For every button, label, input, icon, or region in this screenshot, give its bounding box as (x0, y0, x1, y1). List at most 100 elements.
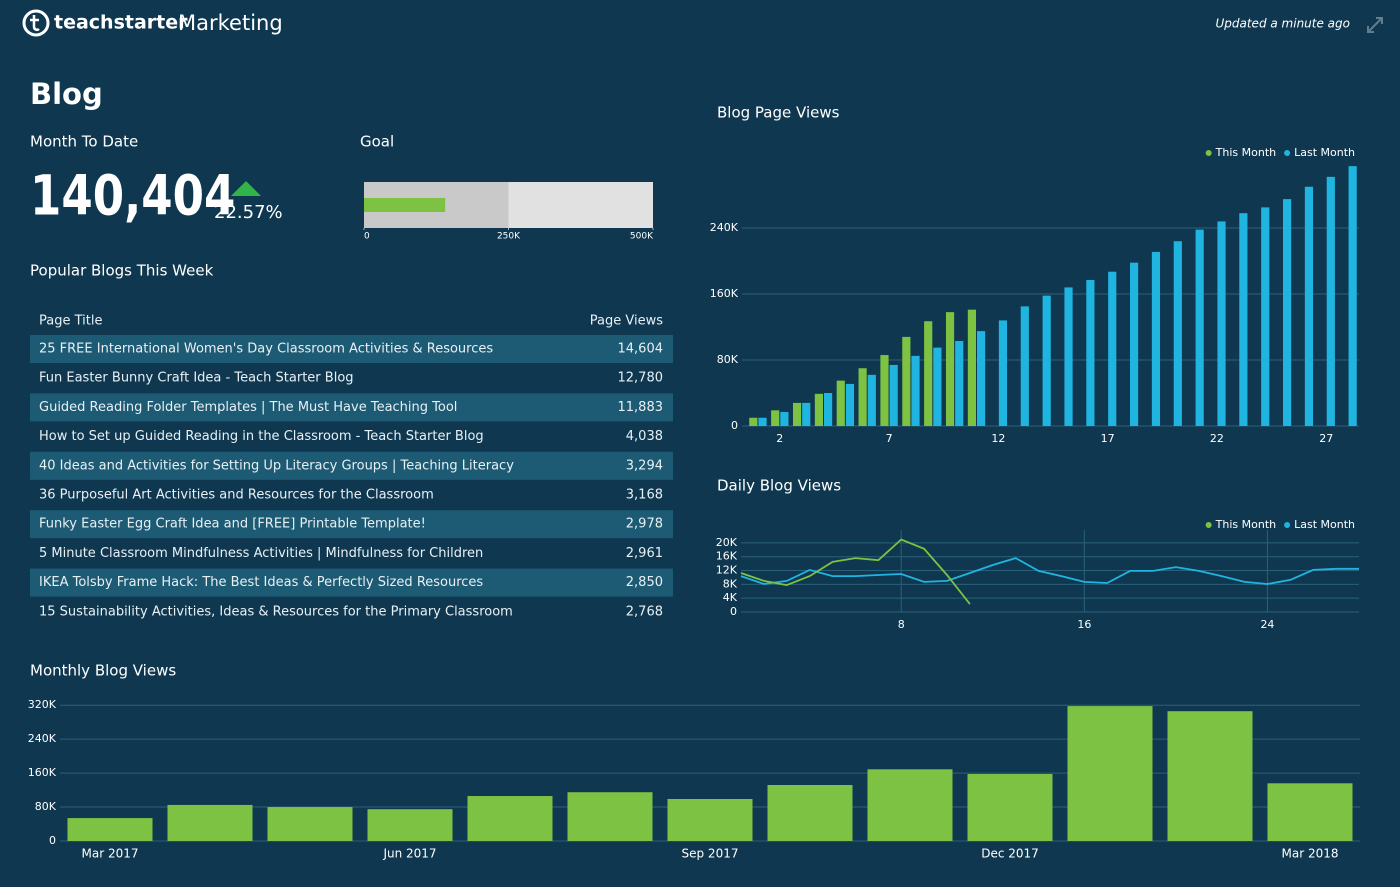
chart-title: Blog Page Views (717, 104, 840, 122)
table-cell: 3,168 (626, 488, 663, 503)
bar (1304, 186, 1314, 426)
y-tick-label: 4K (723, 591, 738, 604)
x-tick-label: Jun 2017 (382, 847, 436, 861)
bar (1108, 271, 1117, 426)
table-cell: 4,038 (626, 429, 663, 444)
table-row-highlight (30, 451, 673, 480)
bar (945, 312, 955, 426)
bar (880, 355, 889, 426)
y-tick-label: 240K (28, 732, 57, 745)
bar (67, 818, 153, 841)
table-cell: Guided Reading Folder Templates | The Mu… (39, 400, 457, 415)
table-cell: 40 Ideas and Activities for Setting Up L… (39, 458, 514, 473)
brand: teachstarter (54, 12, 188, 34)
line-series (740, 538, 971, 605)
bar (1239, 213, 1248, 426)
y-tick-label: 16K (716, 550, 738, 563)
x-tick-label: 7 (886, 432, 893, 445)
table-cell: Fun Easter Bunny Craft Idea - Teach Star… (39, 371, 354, 386)
bar (1067, 706, 1153, 841)
bar (1064, 287, 1073, 426)
table-row-highlight (30, 335, 673, 363)
table-cell: 2,850 (626, 575, 663, 590)
chart-title: Goal (360, 133, 394, 151)
y-tick-label: 320K (28, 698, 57, 711)
x-tick-label: Sep 2017 (682, 847, 739, 861)
expand-button[interactable] (1367, 17, 1383, 33)
bar (1167, 711, 1253, 841)
x-tick-label: 17 (1101, 432, 1115, 445)
blog-title: Blog (30, 77, 103, 111)
goal-bar (364, 198, 446, 212)
bar (814, 393, 823, 426)
bar (967, 773, 1053, 841)
y-tick-label: 240K (710, 221, 739, 234)
legend-label: This Month (1215, 146, 1276, 159)
bar (902, 336, 911, 426)
bar (911, 355, 920, 426)
x-tick-label: 24 (1260, 618, 1274, 631)
bar (1086, 279, 1095, 426)
bar (167, 804, 253, 841)
x-tick-label: 250K (497, 232, 521, 242)
bar (1217, 221, 1226, 426)
table-row-highlight (30, 568, 673, 597)
table-body: 25 FREE International Women's Day Classr… (30, 335, 673, 619)
x-tick-label: 8 (898, 618, 905, 631)
line-series (740, 557, 1359, 585)
x-tick-label: 2 (776, 432, 783, 445)
table-row-highlight (30, 393, 673, 422)
bar (780, 411, 789, 426)
table-cell: 3,294 (626, 458, 663, 473)
bar (977, 331, 986, 426)
legend-marker (1205, 522, 1212, 528)
x-tick-label: 500K (630, 232, 654, 242)
bar (1042, 295, 1051, 426)
kpi-value: 140,404 (30, 163, 235, 228)
legend-marker (1284, 522, 1291, 528)
table-cell: IKEA Tolsby Frame Hack: The Best Ideas &… (39, 575, 483, 590)
legend-marker (1205, 150, 1212, 156)
goal-range (508, 182, 653, 228)
bar (933, 347, 942, 426)
bar (858, 368, 867, 426)
x-tick-label: 27 (1319, 432, 1333, 445)
bar (1020, 306, 1029, 426)
logo-glyph (30, 15, 40, 31)
x-tick-label: Dec 2017 (981, 847, 1039, 861)
legend-label: This Month (1215, 518, 1276, 531)
bar (567, 792, 653, 841)
bar (767, 785, 853, 841)
bar (845, 383, 855, 426)
y-tick-label: 12K (716, 564, 738, 577)
bar (955, 341, 964, 426)
y-tick-label: 0 (49, 834, 56, 847)
logo-icon (22, 9, 50, 37)
kpi-label: Month To Date (30, 133, 138, 151)
x-tick-label: Mar 2018 (1282, 847, 1339, 861)
bar (792, 402, 802, 426)
legend-label: Last Month (1294, 146, 1355, 159)
bar (824, 393, 833, 426)
y-tick-label: 0 (730, 605, 737, 618)
table-cell: 15 Sustainability Activities, Ideas & Re… (39, 604, 513, 619)
y-tick-label: 160K (710, 287, 739, 300)
x-tick-label: Mar 2017 (82, 847, 139, 861)
y-tick-label: 8K (723, 577, 738, 590)
table-title: Popular Blogs This Week (30, 262, 214, 280)
y-tick-label: 160K (28, 766, 57, 779)
updated-status: Updated a minute ago (1215, 17, 1350, 31)
bar (1348, 166, 1357, 426)
bar (802, 402, 811, 426)
x-tick-label: 0 (364, 232, 370, 242)
bar (1173, 241, 1182, 426)
bar (467, 796, 553, 841)
legend-marker (1284, 150, 1291, 156)
x-tick-label: 12 (991, 432, 1005, 445)
table-cell: 36 Purposeful Art Activities and Resourc… (39, 488, 434, 503)
bar (1261, 207, 1270, 426)
table-cell: 2,961 (626, 546, 663, 561)
table-cell: How to Set up Guided Reading in the Clas… (39, 429, 484, 444)
logo (22, 9, 50, 37)
y-tick-label: 20K (716, 536, 738, 549)
